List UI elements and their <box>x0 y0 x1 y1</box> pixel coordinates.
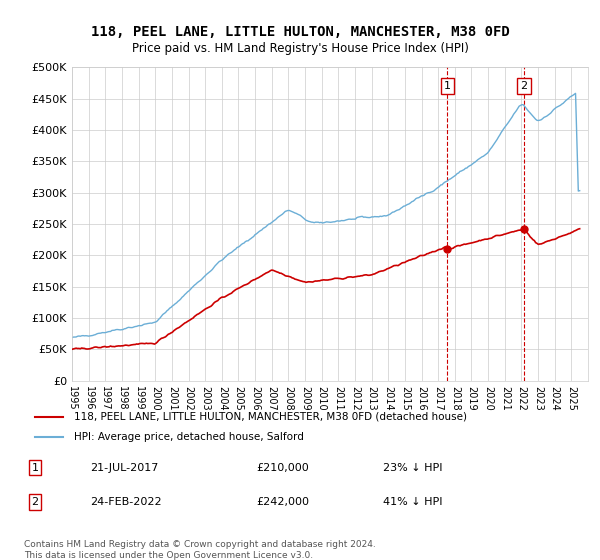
Text: 21-JUL-2017: 21-JUL-2017 <box>90 463 158 473</box>
Text: Price paid vs. HM Land Registry's House Price Index (HPI): Price paid vs. HM Land Registry's House … <box>131 42 469 55</box>
Text: 41% ↓ HPI: 41% ↓ HPI <box>383 497 442 507</box>
Text: Contains HM Land Registry data © Crown copyright and database right 2024.
This d: Contains HM Land Registry data © Crown c… <box>24 540 376 560</box>
Text: HPI: Average price, detached house, Salford: HPI: Average price, detached house, Salf… <box>74 432 304 442</box>
Text: 2: 2 <box>31 497 38 507</box>
Text: £242,000: £242,000 <box>256 497 309 507</box>
Text: 118, PEEL LANE, LITTLE HULTON, MANCHESTER, M38 0FD (detached house): 118, PEEL LANE, LITTLE HULTON, MANCHESTE… <box>74 412 467 422</box>
Text: 1: 1 <box>32 463 38 473</box>
Text: 1: 1 <box>444 81 451 91</box>
Text: 118, PEEL LANE, LITTLE HULTON, MANCHESTER, M38 0FD: 118, PEEL LANE, LITTLE HULTON, MANCHESTE… <box>91 25 509 39</box>
Text: 23% ↓ HPI: 23% ↓ HPI <box>383 463 442 473</box>
Text: 24-FEB-2022: 24-FEB-2022 <box>90 497 162 507</box>
Text: 2: 2 <box>520 81 527 91</box>
Text: £210,000: £210,000 <box>256 463 308 473</box>
